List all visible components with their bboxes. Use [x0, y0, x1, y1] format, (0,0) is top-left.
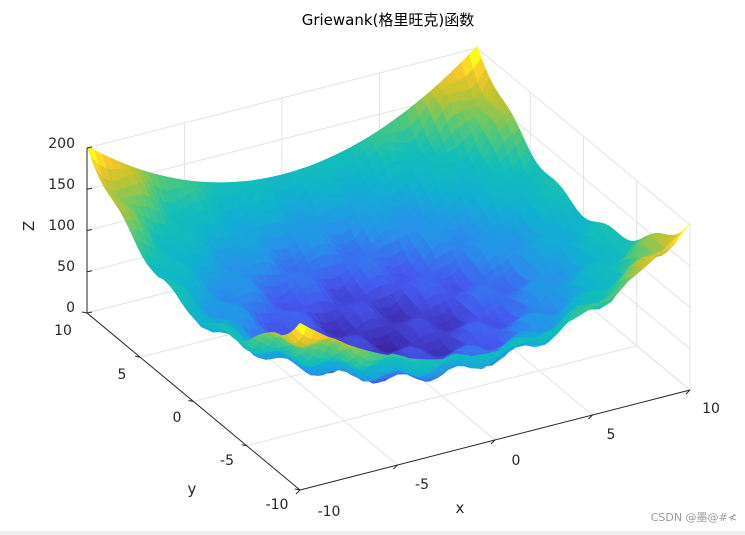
y-tick — [81, 311, 88, 314]
z-tick — [86, 187, 93, 190]
x-tick-label: -5 — [415, 477, 429, 493]
y-tick — [188, 400, 194, 402]
z-tick-label: 50 — [57, 259, 75, 275]
wall-grid-line — [86, 88, 478, 190]
z-tick — [86, 229, 93, 231]
z-tick — [86, 270, 93, 273]
watermark: CSDN @墨@#≮ — [650, 511, 737, 524]
wall-grid-line — [476, 47, 691, 226]
surface-mesh — [86, 45, 691, 384]
x-tick — [393, 464, 398, 470]
x-tick — [490, 439, 496, 445]
z-axis-label: Z — [20, 221, 38, 231]
chart-title: Griewank(格里旺克)函数 — [302, 11, 475, 29]
x-tick-label: 0 — [512, 453, 521, 469]
y-tick-label: 10 — [54, 323, 72, 339]
z-tick-labels: 0 50 100 150 200 — [48, 136, 75, 316]
wall-grid-line — [86, 47, 478, 149]
z-tick-label: 0 — [66, 300, 75, 316]
y-tick — [135, 355, 141, 358]
x-tick-label: 10 — [702, 401, 720, 417]
z-tick-label: 200 — [48, 136, 75, 152]
y-tick — [294, 488, 301, 491]
x-tick-label: -10 — [318, 504, 341, 520]
y-tick — [241, 444, 247, 447]
x-tick-labels: -10 -5 0 5 10 — [318, 401, 720, 520]
z-tick-label: 100 — [48, 218, 75, 234]
x-tick — [685, 389, 691, 395]
z-tick — [86, 311, 93, 314]
y-tick-labels: -10 -5 0 5 10 — [54, 323, 288, 513]
y-axis-label: y — [188, 480, 197, 498]
floor-grid-line — [246, 345, 637, 447]
y-tick-label: 0 — [173, 410, 182, 426]
x-tick — [295, 489, 301, 495]
x-tick-label: 5 — [607, 427, 616, 443]
z-tick — [86, 146, 93, 149]
surface-patch — [677, 223, 691, 240]
y-tick-label: -10 — [266, 497, 289, 513]
axes-lines — [81, 146, 691, 495]
z-tick-label: 150 — [48, 177, 75, 193]
x-axis-label: x — [456, 499, 465, 517]
y-tick-label: 5 — [118, 367, 127, 383]
y-tick-label: -5 — [220, 453, 234, 469]
x-tick — [588, 414, 593, 420]
